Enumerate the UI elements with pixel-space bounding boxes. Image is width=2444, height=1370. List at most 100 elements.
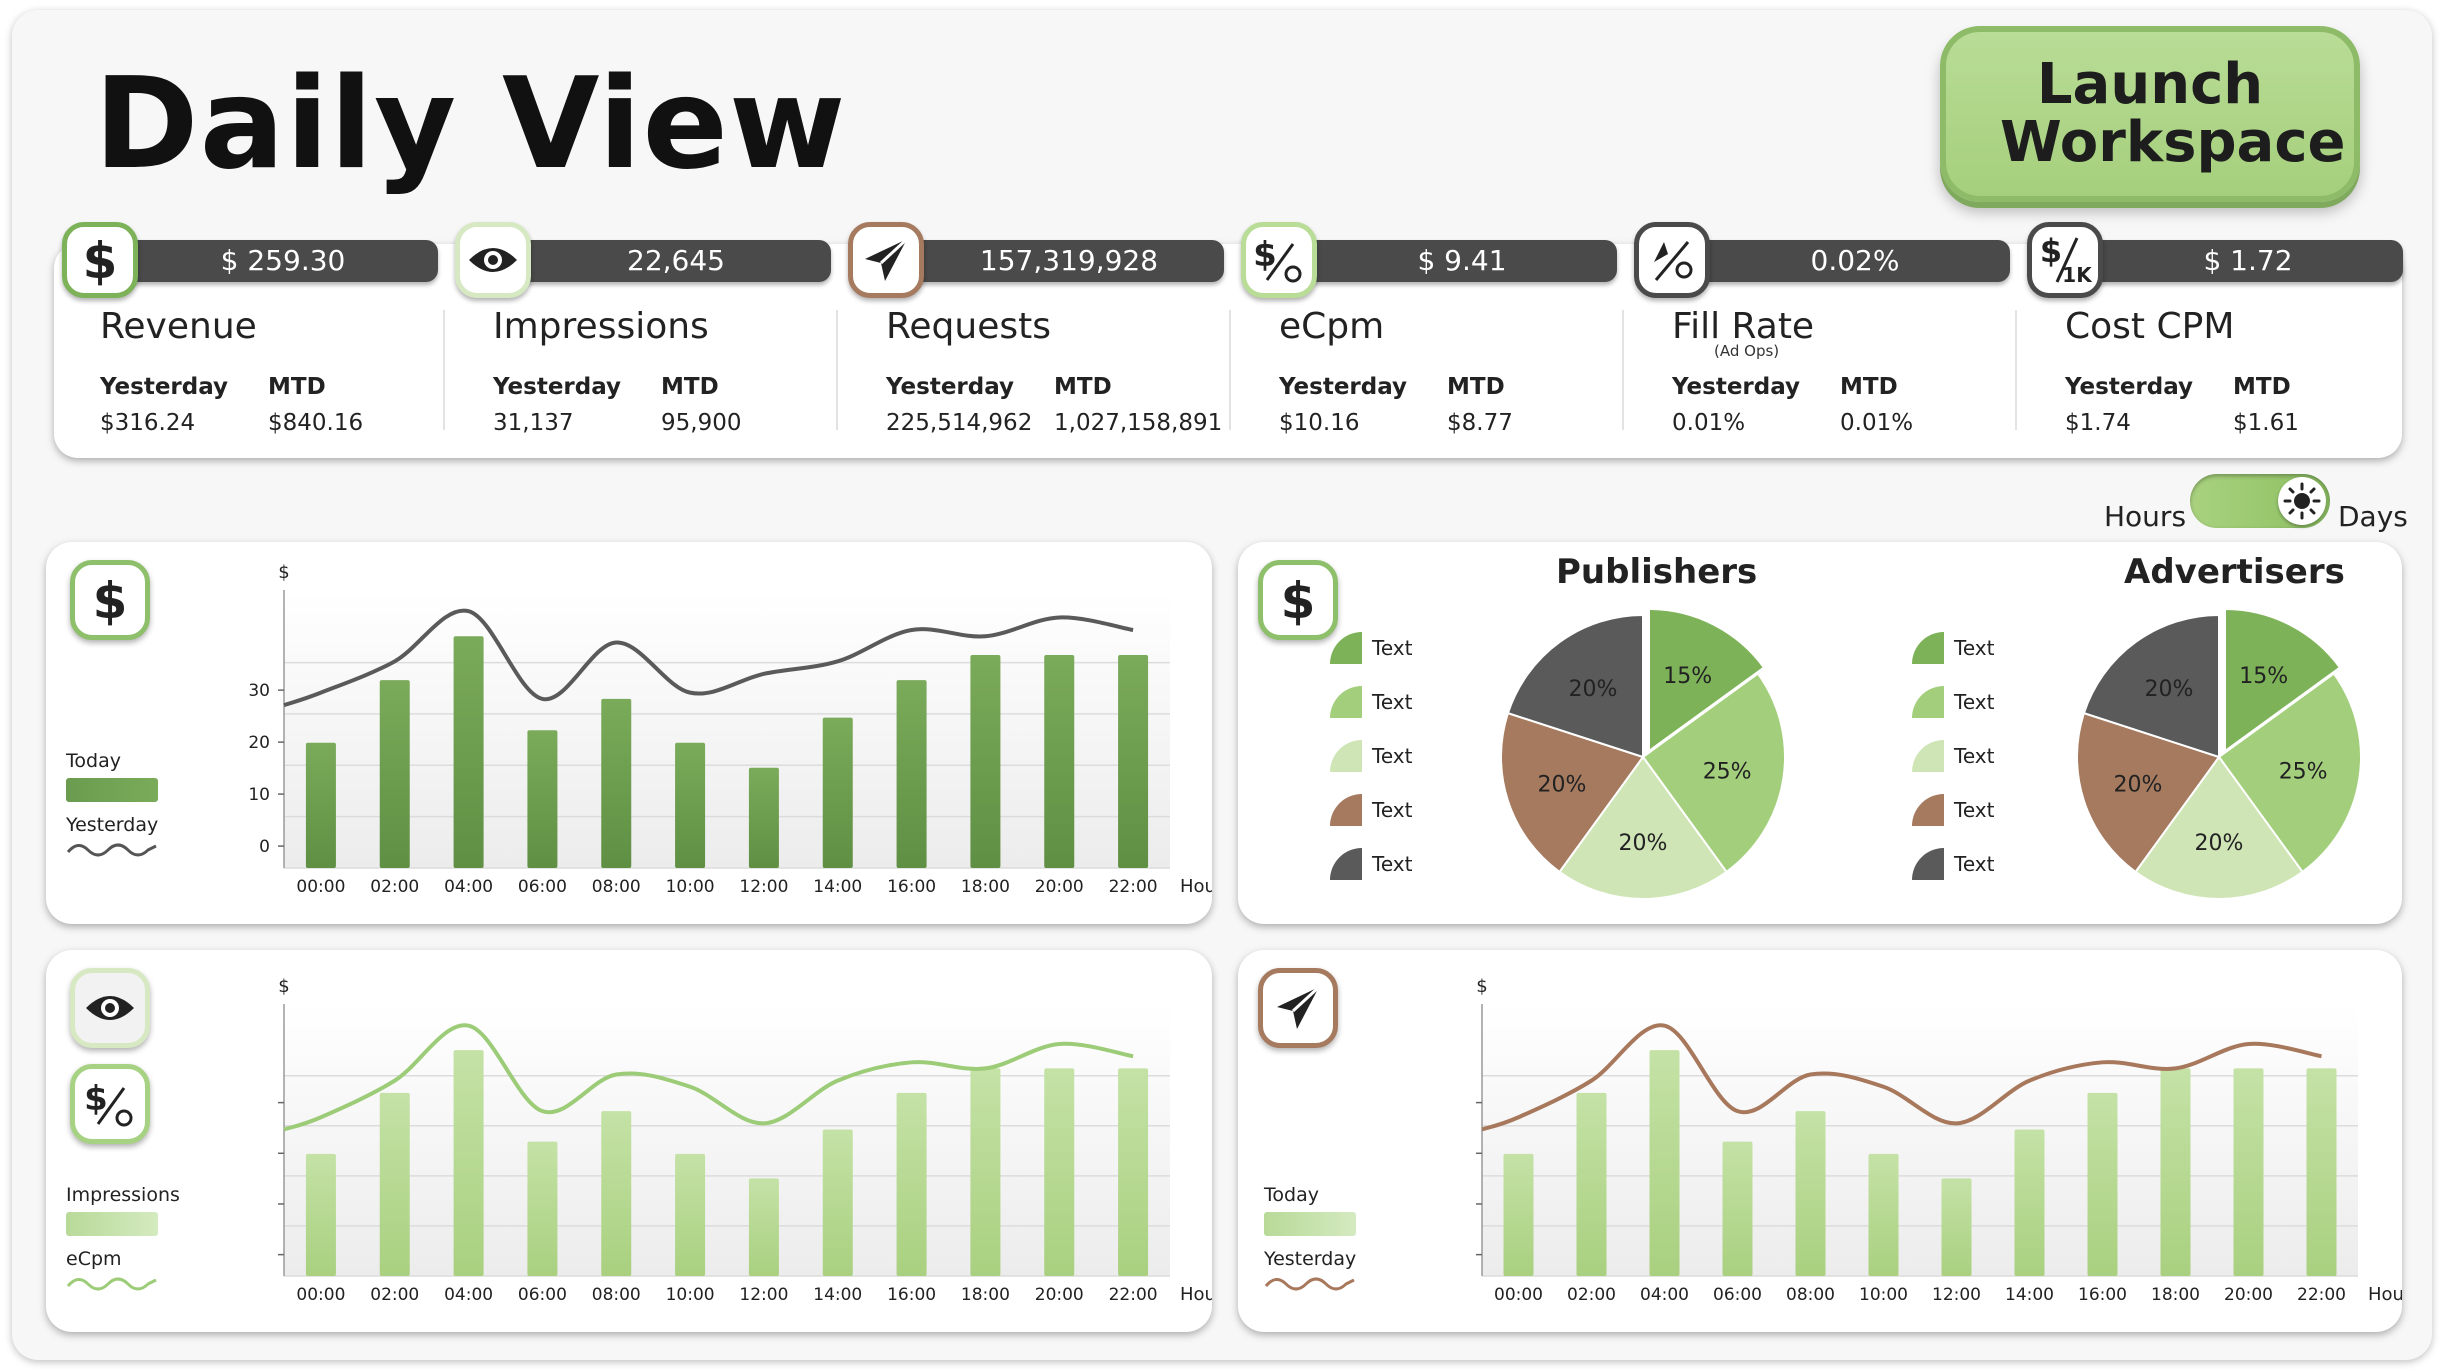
x-tick-label: 08:00 bbox=[1786, 1285, 1835, 1305]
bar bbox=[1576, 1092, 1607, 1276]
legend-label: Text bbox=[1372, 636, 1413, 660]
x-tick-label: 00:00 bbox=[296, 877, 345, 897]
x-axis-label: Hours bbox=[2368, 1284, 2402, 1305]
x-tick-label: 04:00 bbox=[444, 877, 493, 897]
bar bbox=[1868, 1153, 1899, 1276]
pie-slice bbox=[1648, 607, 1766, 753]
toggle-hours-label[interactable]: Hours bbox=[2104, 500, 2187, 533]
kpi-mtd-label: MTD bbox=[2233, 374, 2291, 400]
launch-workspace-button[interactable]: Launch Workspace bbox=[1940, 26, 2360, 202]
pie-slice-label: 25% bbox=[2279, 759, 2328, 784]
kpi-yesterday-label: Yesterday bbox=[1279, 374, 1408, 400]
revenue-chart: 0 10 20 30 $ Hours 00:00 02:00 04:00 06:00 08:00 10… bbox=[248, 562, 1212, 897]
svg-text:$: $ bbox=[2040, 232, 2062, 270]
dollar-icon: $ bbox=[70, 560, 150, 640]
kpi-cost-cpm: $ 1.72 $1K Cost CPM Yesterday MTD $1.74 $1.61 bbox=[2023, 222, 2413, 458]
eye-icon bbox=[70, 968, 150, 1048]
x-tick-label: 12:00 bbox=[739, 877, 788, 897]
x-tick-label: 16:00 bbox=[2078, 1285, 2127, 1305]
pie-slice bbox=[1500, 711, 1645, 874]
legend-swatch bbox=[1330, 632, 1362, 664]
kpi-mtd-value: 95,900 bbox=[661, 410, 742, 436]
bar bbox=[675, 742, 706, 868]
bar bbox=[748, 1178, 779, 1276]
kpi-yesterday-value: $316.24 bbox=[100, 410, 196, 436]
pie-charts-card: $ Publishers Advertisers Text Text Text Tex… bbox=[1238, 542, 2402, 924]
pie-slice bbox=[2082, 613, 2220, 759]
x-tick-label: 02:00 bbox=[370, 1285, 419, 1305]
kpi-mtd-value: $8.77 bbox=[1447, 410, 1513, 436]
advertisers-title: Advertisers bbox=[2124, 552, 2345, 592]
x-tick-label: 16:00 bbox=[887, 1285, 936, 1305]
kpi-mtd-label: MTD bbox=[1054, 374, 1112, 400]
legend-label: Text bbox=[1954, 852, 1995, 876]
kpi-yesterday-label: Yesterday bbox=[100, 374, 229, 400]
publishers-pie: 15% 25% 20% 20% 20% bbox=[1500, 607, 1786, 900]
legend-label: Text bbox=[1372, 798, 1413, 822]
kpi-yesterday-label: Yesterday bbox=[1672, 374, 1801, 400]
y-tick-label: 20 bbox=[248, 733, 270, 753]
bar bbox=[1044, 655, 1075, 868]
bar bbox=[2160, 1068, 2191, 1276]
requests-chart-card: Today Yesterday $ Hours 00:00 02:00 04:00 06:… bbox=[1238, 950, 2402, 1332]
x-tick-label: 06:00 bbox=[518, 877, 567, 897]
x-tick-label: 10:00 bbox=[666, 877, 715, 897]
legend-label: Text bbox=[1954, 636, 1995, 660]
bar bbox=[822, 1129, 853, 1276]
kpi-mtd-label: MTD bbox=[268, 374, 326, 400]
kpi-value-bar: 22,645 bbox=[491, 240, 831, 282]
x-tick-label: 22:00 bbox=[2297, 1285, 2346, 1305]
x-tick-label: 18:00 bbox=[2151, 1285, 2200, 1305]
x-tick-label: 00:00 bbox=[296, 1285, 345, 1305]
x-tick-label: 14:00 bbox=[813, 1285, 862, 1305]
pie-slice-label: 15% bbox=[2239, 664, 2288, 689]
dollar-icon: $ bbox=[1258, 560, 1338, 640]
legend-today-swatch bbox=[1264, 1212, 1356, 1236]
paper-plane-icon bbox=[848, 222, 924, 298]
kpi-yesterday-value: $10.16 bbox=[1279, 410, 1360, 436]
dollar-percent-icon: $ bbox=[70, 1064, 150, 1144]
bar bbox=[822, 717, 853, 868]
eye-icon bbox=[455, 222, 531, 298]
paper-plane-icon bbox=[1258, 968, 1338, 1048]
bar bbox=[2014, 1129, 2045, 1276]
hours-days-toggle[interactable] bbox=[2190, 474, 2330, 528]
legend-label: Text bbox=[1954, 798, 1995, 822]
kpi-yesterday-value: $1.74 bbox=[2065, 410, 2131, 436]
series-line bbox=[283, 608, 1134, 708]
legend-today-swatch bbox=[66, 778, 158, 802]
x-tick-label: 12:00 bbox=[1932, 1285, 1981, 1305]
bar bbox=[896, 680, 927, 868]
kpi-subtitle: (Ad Ops) bbox=[1714, 342, 1780, 360]
y-axis-label: $ bbox=[1476, 976, 1487, 997]
x-tick-label: 22:00 bbox=[1109, 1285, 1158, 1305]
x-tick-label: 12:00 bbox=[739, 1285, 788, 1305]
legend-swatch bbox=[1330, 848, 1362, 880]
kpi-value-bar: 0.02% bbox=[1670, 240, 2010, 282]
x-tick-label: 02:00 bbox=[370, 877, 419, 897]
kpi-divider bbox=[836, 310, 838, 430]
bar bbox=[1044, 1068, 1075, 1276]
bar bbox=[527, 730, 558, 868]
x-tick-label: 02:00 bbox=[1567, 1285, 1616, 1305]
bar bbox=[896, 1092, 927, 1276]
svg-text:$: $ bbox=[83, 232, 118, 288]
publishers-title: Publishers bbox=[1556, 552, 1758, 592]
impressions-chart: $ Hours 00:00 02:00 04:00 06:00 08:00 10:00 12:0… bbox=[278, 976, 1212, 1305]
legend-label: Text bbox=[1954, 690, 1995, 714]
legend-yesterday-label: Yesterday bbox=[1264, 1248, 1357, 1270]
legend-ecpm-label: eCpm bbox=[66, 1248, 122, 1270]
kpi-yesterday-label: Yesterday bbox=[493, 374, 622, 400]
x-tick-label: 04:00 bbox=[444, 1285, 493, 1305]
legend-impressions-label: Impressions bbox=[66, 1184, 180, 1206]
pie-slice-label: 20% bbox=[2114, 772, 2163, 797]
legend-swatch bbox=[1330, 740, 1362, 772]
pie-slice-label: 15% bbox=[1663, 664, 1712, 689]
legend-swatch bbox=[1912, 632, 1944, 664]
toggle-days-label[interactable]: Days bbox=[2338, 500, 2408, 533]
kpi-ecpm: $ 9.41 $ eCpm Yesterday MTD $10.16 $8.77 bbox=[1237, 222, 1627, 458]
bar bbox=[1722, 1141, 1753, 1276]
pie-slice-label: 25% bbox=[1703, 759, 1752, 784]
bar bbox=[2233, 1068, 2264, 1276]
kpi-mtd-value: 0.01% bbox=[1840, 410, 1914, 436]
